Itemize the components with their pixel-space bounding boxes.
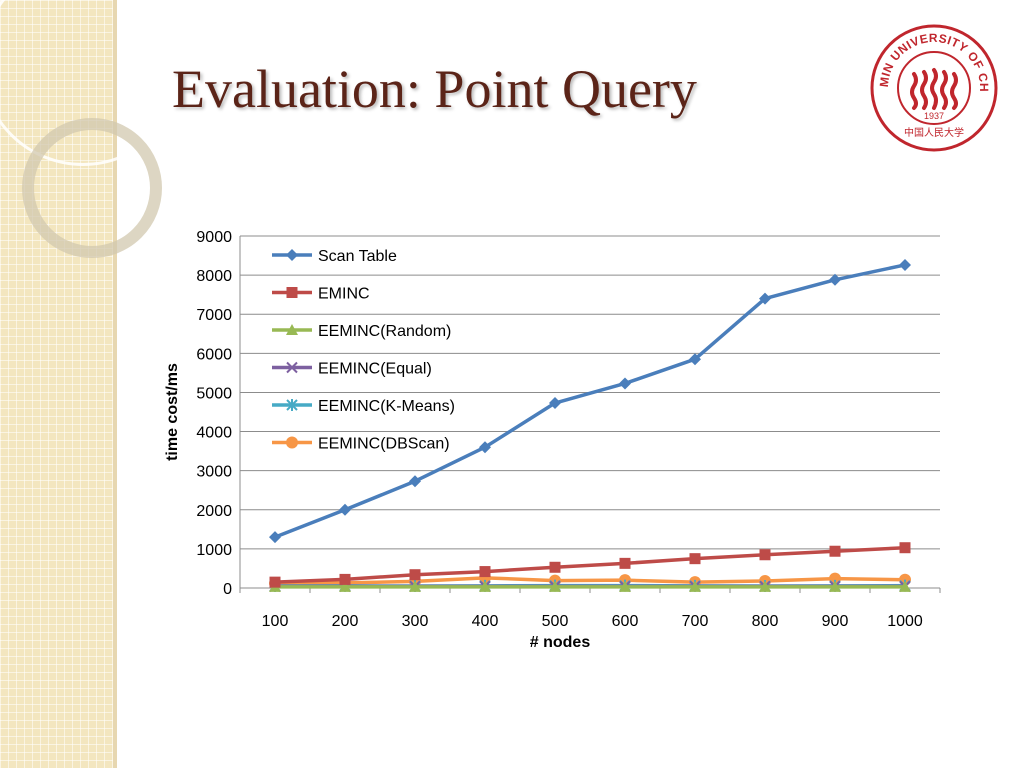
x-tick-label: 800 xyxy=(752,613,779,630)
legend-label: EEMINC(DBScan) xyxy=(318,436,450,453)
x-tick-label: 600 xyxy=(612,613,639,630)
data-point xyxy=(409,569,421,581)
data-point xyxy=(269,576,281,588)
data-point xyxy=(619,377,631,390)
logo-year: 1937 xyxy=(924,111,944,121)
series-line xyxy=(274,263,906,539)
data-point xyxy=(549,397,561,410)
legend-label: EMINC xyxy=(318,286,370,303)
y-tick-label: 7000 xyxy=(196,307,232,324)
data-point xyxy=(829,580,841,592)
y-tick-label: 8000 xyxy=(196,268,232,285)
data-point xyxy=(269,531,281,544)
data-point xyxy=(339,573,351,585)
data-point xyxy=(409,580,421,592)
logo-chinese-name: 中国人民大学 xyxy=(904,126,964,139)
data-point xyxy=(689,353,701,366)
y-tick-label: 9000 xyxy=(196,229,232,246)
legend-label: Scan Table xyxy=(318,248,397,265)
decorative-ring xyxy=(22,118,162,258)
y-axis-title: time cost/ms xyxy=(164,363,181,461)
data-point xyxy=(619,557,631,569)
legend-marker xyxy=(286,249,298,261)
y-tick-label: 3000 xyxy=(196,464,232,481)
y-tick-label: 4000 xyxy=(196,425,232,442)
side-decoration-edge xyxy=(113,0,117,768)
x-axis-title: # nodes xyxy=(530,634,591,651)
y-tick-label: 2000 xyxy=(196,503,232,520)
y-tick-label: 1000 xyxy=(196,542,232,559)
x-tick-label: 1000 xyxy=(887,613,923,630)
data-point xyxy=(689,553,701,565)
legend-marker xyxy=(286,399,298,411)
data-point xyxy=(899,258,911,271)
x-tick-label: 100 xyxy=(262,613,289,630)
line-chart: 0 1000 2000 3000 4000 5000 6000 7000 8000 9000 100… xyxy=(164,229,941,651)
legend-marker xyxy=(286,287,298,298)
x-tick-label: 400 xyxy=(472,613,499,630)
data-point xyxy=(339,580,351,592)
slide-title: Evaluation: Point Query xyxy=(172,59,697,119)
university-logo: RENMIN UNIVERSITY OF CHINA 1937 中国人民大学 xyxy=(863,11,1000,154)
data-point xyxy=(829,273,841,286)
data-point xyxy=(479,441,491,454)
data-point xyxy=(759,549,771,561)
legend-label: EEMINC(K-Means) xyxy=(318,398,455,415)
data-point xyxy=(339,503,351,516)
data-point xyxy=(689,580,701,592)
y-tick-label: 6000 xyxy=(196,346,232,363)
data-point xyxy=(549,561,561,573)
legend-marker xyxy=(286,324,298,335)
legend-label: EEMINC(Equal) xyxy=(318,361,432,378)
logo-emblem-icon xyxy=(910,68,958,110)
series-line xyxy=(274,576,906,586)
data-point xyxy=(899,580,911,592)
x-tick-label: 300 xyxy=(402,613,429,630)
data-point xyxy=(829,545,841,557)
data-point xyxy=(759,292,771,305)
data-point xyxy=(409,475,421,488)
legend-marker xyxy=(286,361,298,374)
data-point xyxy=(479,580,491,592)
x-tick-label: 900 xyxy=(822,613,849,630)
legend-marker xyxy=(286,436,298,449)
data-point xyxy=(479,566,491,578)
data-point xyxy=(899,542,911,554)
data-point xyxy=(549,580,561,592)
chart-container: 0 1000 2000 3000 4000 5000 6000 7000 8000 9000 100… xyxy=(150,205,950,675)
data-point xyxy=(759,580,771,592)
y-tick-label: 0 xyxy=(223,581,232,598)
legend-label: EEMINC(Random) xyxy=(318,323,451,340)
x-tick-label: 700 xyxy=(682,613,709,630)
y-tick-label: 5000 xyxy=(196,385,232,402)
x-tick-label: 200 xyxy=(332,613,359,630)
data-point xyxy=(619,580,631,592)
series-line xyxy=(274,545,906,584)
x-tick-label: 500 xyxy=(542,613,569,630)
